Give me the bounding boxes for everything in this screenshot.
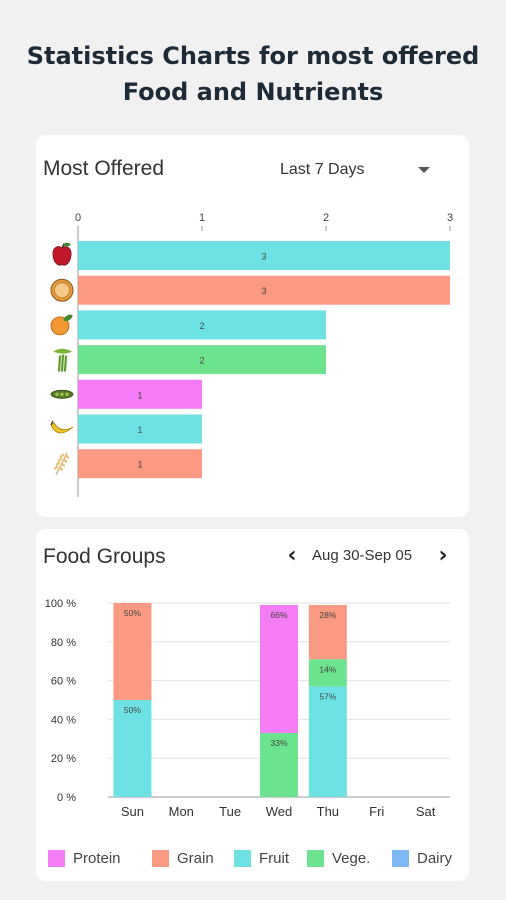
legend-label: Vege. bbox=[332, 849, 371, 867]
bar-segment-label: 66% bbox=[270, 610, 287, 620]
page-title: Statistics Charts for most offered Food … bbox=[0, 38, 506, 110]
x-tick-label: 2 bbox=[323, 212, 329, 224]
bar bbox=[78, 414, 202, 444]
x-tick-label: 1 bbox=[199, 212, 205, 224]
bar-segment-label: 57% bbox=[319, 691, 336, 701]
bar bbox=[78, 241, 450, 270]
legend-label: Fruit bbox=[259, 849, 289, 867]
bar-value-label: 2 bbox=[199, 356, 204, 366]
y-tick-label: 20 % bbox=[51, 753, 76, 765]
legend-swatch bbox=[392, 849, 409, 867]
bar-segment-label: 33% bbox=[270, 738, 287, 748]
most-offered-title: Most Offered bbox=[43, 157, 164, 180]
legend-label: Grain bbox=[177, 849, 214, 867]
y-tick-label: 100 % bbox=[45, 598, 76, 610]
apple-icon bbox=[52, 242, 72, 266]
y-tick-label: 0 % bbox=[57, 792, 76, 804]
bar-segment bbox=[113, 603, 152, 700]
bar-segment bbox=[308, 686, 347, 797]
bar bbox=[78, 275, 450, 305]
legend-item: Grain bbox=[152, 847, 214, 869]
bar-segment-label: 50% bbox=[124, 608, 141, 618]
most-offered-chart: 0 1 2 3 3 3 2 2 1 1 1 bbox=[50, 212, 453, 497]
chevron-left-icon[interactable]: ‹ bbox=[287, 543, 297, 568]
legend-swatch bbox=[234, 849, 251, 867]
legend-item: Vege. bbox=[307, 847, 370, 869]
date-range-label: Aug 30-Sep 05 bbox=[312, 547, 413, 564]
wheat-icon bbox=[53, 452, 70, 475]
x-tick-label: Tue bbox=[219, 804, 241, 819]
y-tick-label: 80 % bbox=[51, 637, 76, 649]
x-tick-label: Sat bbox=[416, 804, 436, 819]
y-tick-label: 60 % bbox=[51, 676, 76, 688]
legend-label: Protein bbox=[73, 849, 121, 867]
bar-value-label: 1 bbox=[137, 425, 142, 435]
bar bbox=[78, 310, 326, 340]
bar bbox=[78, 345, 326, 375]
food-groups-title: Food Groups bbox=[43, 545, 166, 568]
x-tick-label: Wed bbox=[266, 804, 293, 819]
range-select[interactable]: Last 7 Days bbox=[280, 161, 365, 178]
page-title-line-2: Food and Nutrients bbox=[122, 78, 384, 106]
page-title-line-1: Statistics Charts for most offered bbox=[26, 42, 480, 70]
x-tick-label: 0 bbox=[75, 212, 81, 224]
food-groups-card: Food Groups ‹ Aug 30-Sep 05 › 0 % 20 % 40 … bbox=[36, 529, 469, 881]
legend-swatch bbox=[307, 849, 324, 867]
food-groups-chart: 0 % 20 % 40 % 60 % 80 % 100 % 50% 50% 33% 66% 57%… bbox=[45, 598, 450, 819]
bar-segment-label: 50% bbox=[124, 705, 141, 715]
x-tick-label: Mon bbox=[169, 804, 194, 819]
legend-swatch bbox=[152, 849, 169, 867]
chevron-down-icon[interactable] bbox=[418, 167, 430, 173]
chevron-right-icon[interactable]: › bbox=[438, 543, 448, 568]
bar bbox=[78, 379, 202, 409]
bar-value-label: 1 bbox=[137, 460, 142, 470]
bar-value-label: 1 bbox=[137, 390, 142, 400]
chart-legend: Protein Grain Fruit Vege. Dairy bbox=[48, 847, 468, 869]
bar-value-label: 3 bbox=[261, 286, 266, 296]
peach-icon bbox=[50, 314, 73, 336]
legend-swatch bbox=[48, 849, 65, 867]
legend-label: Dairy bbox=[417, 849, 453, 867]
celery-icon bbox=[53, 348, 72, 372]
bar-segment bbox=[260, 732, 298, 797]
banana-icon bbox=[50, 420, 74, 434]
bar-value-label: 3 bbox=[261, 252, 266, 262]
bar-segment-label: 14% bbox=[319, 664, 336, 674]
y-tick-label: 40 % bbox=[51, 714, 76, 726]
legend-item: Fruit bbox=[234, 847, 289, 869]
x-tick-label: Thu bbox=[317, 804, 339, 819]
bar-segment-label: 28% bbox=[319, 610, 336, 620]
most-offered-card: Most Offered Last 7 Days 0 1 2 3 3 3 2 2 1 1 1 bbox=[36, 135, 469, 517]
bar-segment bbox=[113, 700, 152, 797]
bar-segment bbox=[260, 604, 298, 733]
x-tick-label: Sun bbox=[121, 804, 144, 819]
bar-segment bbox=[308, 604, 347, 660]
bar bbox=[78, 449, 202, 479]
legend-item: Protein bbox=[48, 847, 121, 869]
orange-icon bbox=[50, 278, 74, 302]
bar-value-label: 2 bbox=[199, 321, 204, 331]
x-tick-label: 3 bbox=[447, 212, 453, 224]
bar-segment bbox=[308, 659, 347, 687]
legend-item: Dairy bbox=[392, 847, 452, 869]
peas-icon bbox=[50, 389, 74, 399]
x-tick-label: Fri bbox=[369, 804, 384, 819]
